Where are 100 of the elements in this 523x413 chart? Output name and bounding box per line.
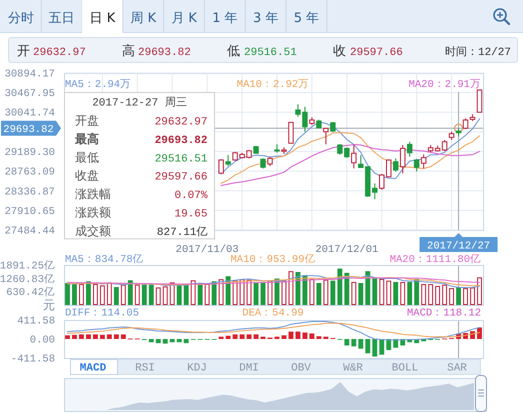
bar <box>477 277 482 305</box>
bar <box>316 283 322 305</box>
bar <box>282 335 286 339</box>
bar <box>148 284 154 305</box>
ref-line-label: 29693.82 <box>3 124 54 136</box>
series-label: MA10：953.99亿 <box>230 253 316 266</box>
bar <box>302 275 308 305</box>
bar <box>114 287 119 305</box>
bar <box>421 284 426 305</box>
bar <box>351 339 356 346</box>
bar <box>463 288 468 305</box>
bar <box>162 339 168 344</box>
bar <box>323 280 328 305</box>
y-tick-label: 411.58 <box>17 316 55 328</box>
candlestick <box>414 158 420 172</box>
text: MA10：2.92万 <box>236 78 310 91</box>
candlestick <box>267 156 273 167</box>
bar <box>204 284 210 305</box>
bar <box>358 339 364 349</box>
candlestick <box>448 131 454 140</box>
annotation: 成交额 <box>75 224 111 238</box>
bar <box>198 284 203 305</box>
text: BOLL <box>392 362 418 374</box>
text: RSI <box>135 362 155 374</box>
y-tick-label: 630.42亿 <box>6 286 55 300</box>
bar <box>218 279 224 305</box>
text: 收 <box>333 44 346 59</box>
text: OBV <box>291 362 312 374</box>
x-tick-label: 2017/11/03 <box>176 244 239 256</box>
bar <box>351 282 356 305</box>
y-tick-label: 27484.44 <box>4 226 55 238</box>
bar <box>232 280 238 305</box>
annotation: 最高 <box>74 132 99 146</box>
bar <box>92 334 98 339</box>
y-tick-label: 30894.17 <box>4 68 55 80</box>
text: 周 K <box>130 11 157 26</box>
candlestick <box>218 158 224 175</box>
bar <box>114 334 119 339</box>
bar <box>106 282 112 305</box>
bar <box>372 278 378 305</box>
bar <box>386 280 392 305</box>
bar <box>435 286 440 305</box>
text: 5 年 <box>294 11 320 26</box>
annotation: 涨跌额 <box>75 206 111 220</box>
bar <box>100 285 105 305</box>
bar <box>65 283 70 305</box>
text: 低 <box>227 44 240 59</box>
candlestick <box>274 144 280 154</box>
annotation: 29597.66 <box>154 172 208 184</box>
candlestick <box>400 144 406 174</box>
annotation: 开盘 <box>75 114 99 128</box>
candlestick <box>253 145 259 154</box>
candlestick <box>309 116 315 126</box>
bar <box>295 332 300 339</box>
bar <box>240 279 245 305</box>
text: MA20：2.91万 <box>408 78 481 91</box>
bar <box>240 334 245 339</box>
annotation: 29693.82 <box>154 134 208 147</box>
candlestick <box>260 158 266 169</box>
line-series <box>220 132 480 184</box>
annotation: 涨跌幅 <box>75 187 111 202</box>
bar <box>79 334 84 339</box>
series-label: MA5：834.78亿 <box>65 253 144 266</box>
bar <box>344 272 350 305</box>
bar <box>246 334 252 339</box>
bar <box>282 280 286 305</box>
annotation: 2017-12-27 周三 <box>92 96 187 110</box>
y-tick-label: 27910.65 <box>4 206 55 218</box>
candlestick <box>392 158 398 172</box>
y-tick-label: 1260.83亿 <box>0 272 55 286</box>
bar <box>128 280 133 305</box>
candlestick <box>316 119 322 129</box>
text: W&R <box>343 362 364 374</box>
candlestick <box>323 127 329 145</box>
bar <box>288 332 294 339</box>
candlestick <box>281 146 287 154</box>
bar <box>212 281 217 305</box>
y-tick-label: 28763.09 <box>4 166 55 179</box>
text: 月 K <box>171 11 198 26</box>
bar <box>302 332 308 339</box>
candlestick <box>406 141 412 158</box>
text: 时间：12/27 <box>444 45 511 59</box>
bar <box>309 333 314 339</box>
line-series <box>220 118 480 180</box>
text: MACD <box>80 362 107 374</box>
text: DMI <box>239 362 259 374</box>
bar <box>260 282 266 305</box>
candlestick <box>456 128 462 137</box>
bar <box>288 271 294 305</box>
text: 3 年 <box>252 11 278 26</box>
bar <box>365 339 370 354</box>
annotation: 827.11亿 <box>156 226 208 239</box>
bar <box>142 284 147 305</box>
bar <box>86 334 91 339</box>
bar <box>72 284 77 305</box>
candlestick <box>351 144 357 169</box>
bar <box>190 280 196 305</box>
bar <box>156 287 161 305</box>
text: 29632.97 <box>33 47 86 59</box>
series-label: MA20：1111.80亿 <box>390 253 481 266</box>
